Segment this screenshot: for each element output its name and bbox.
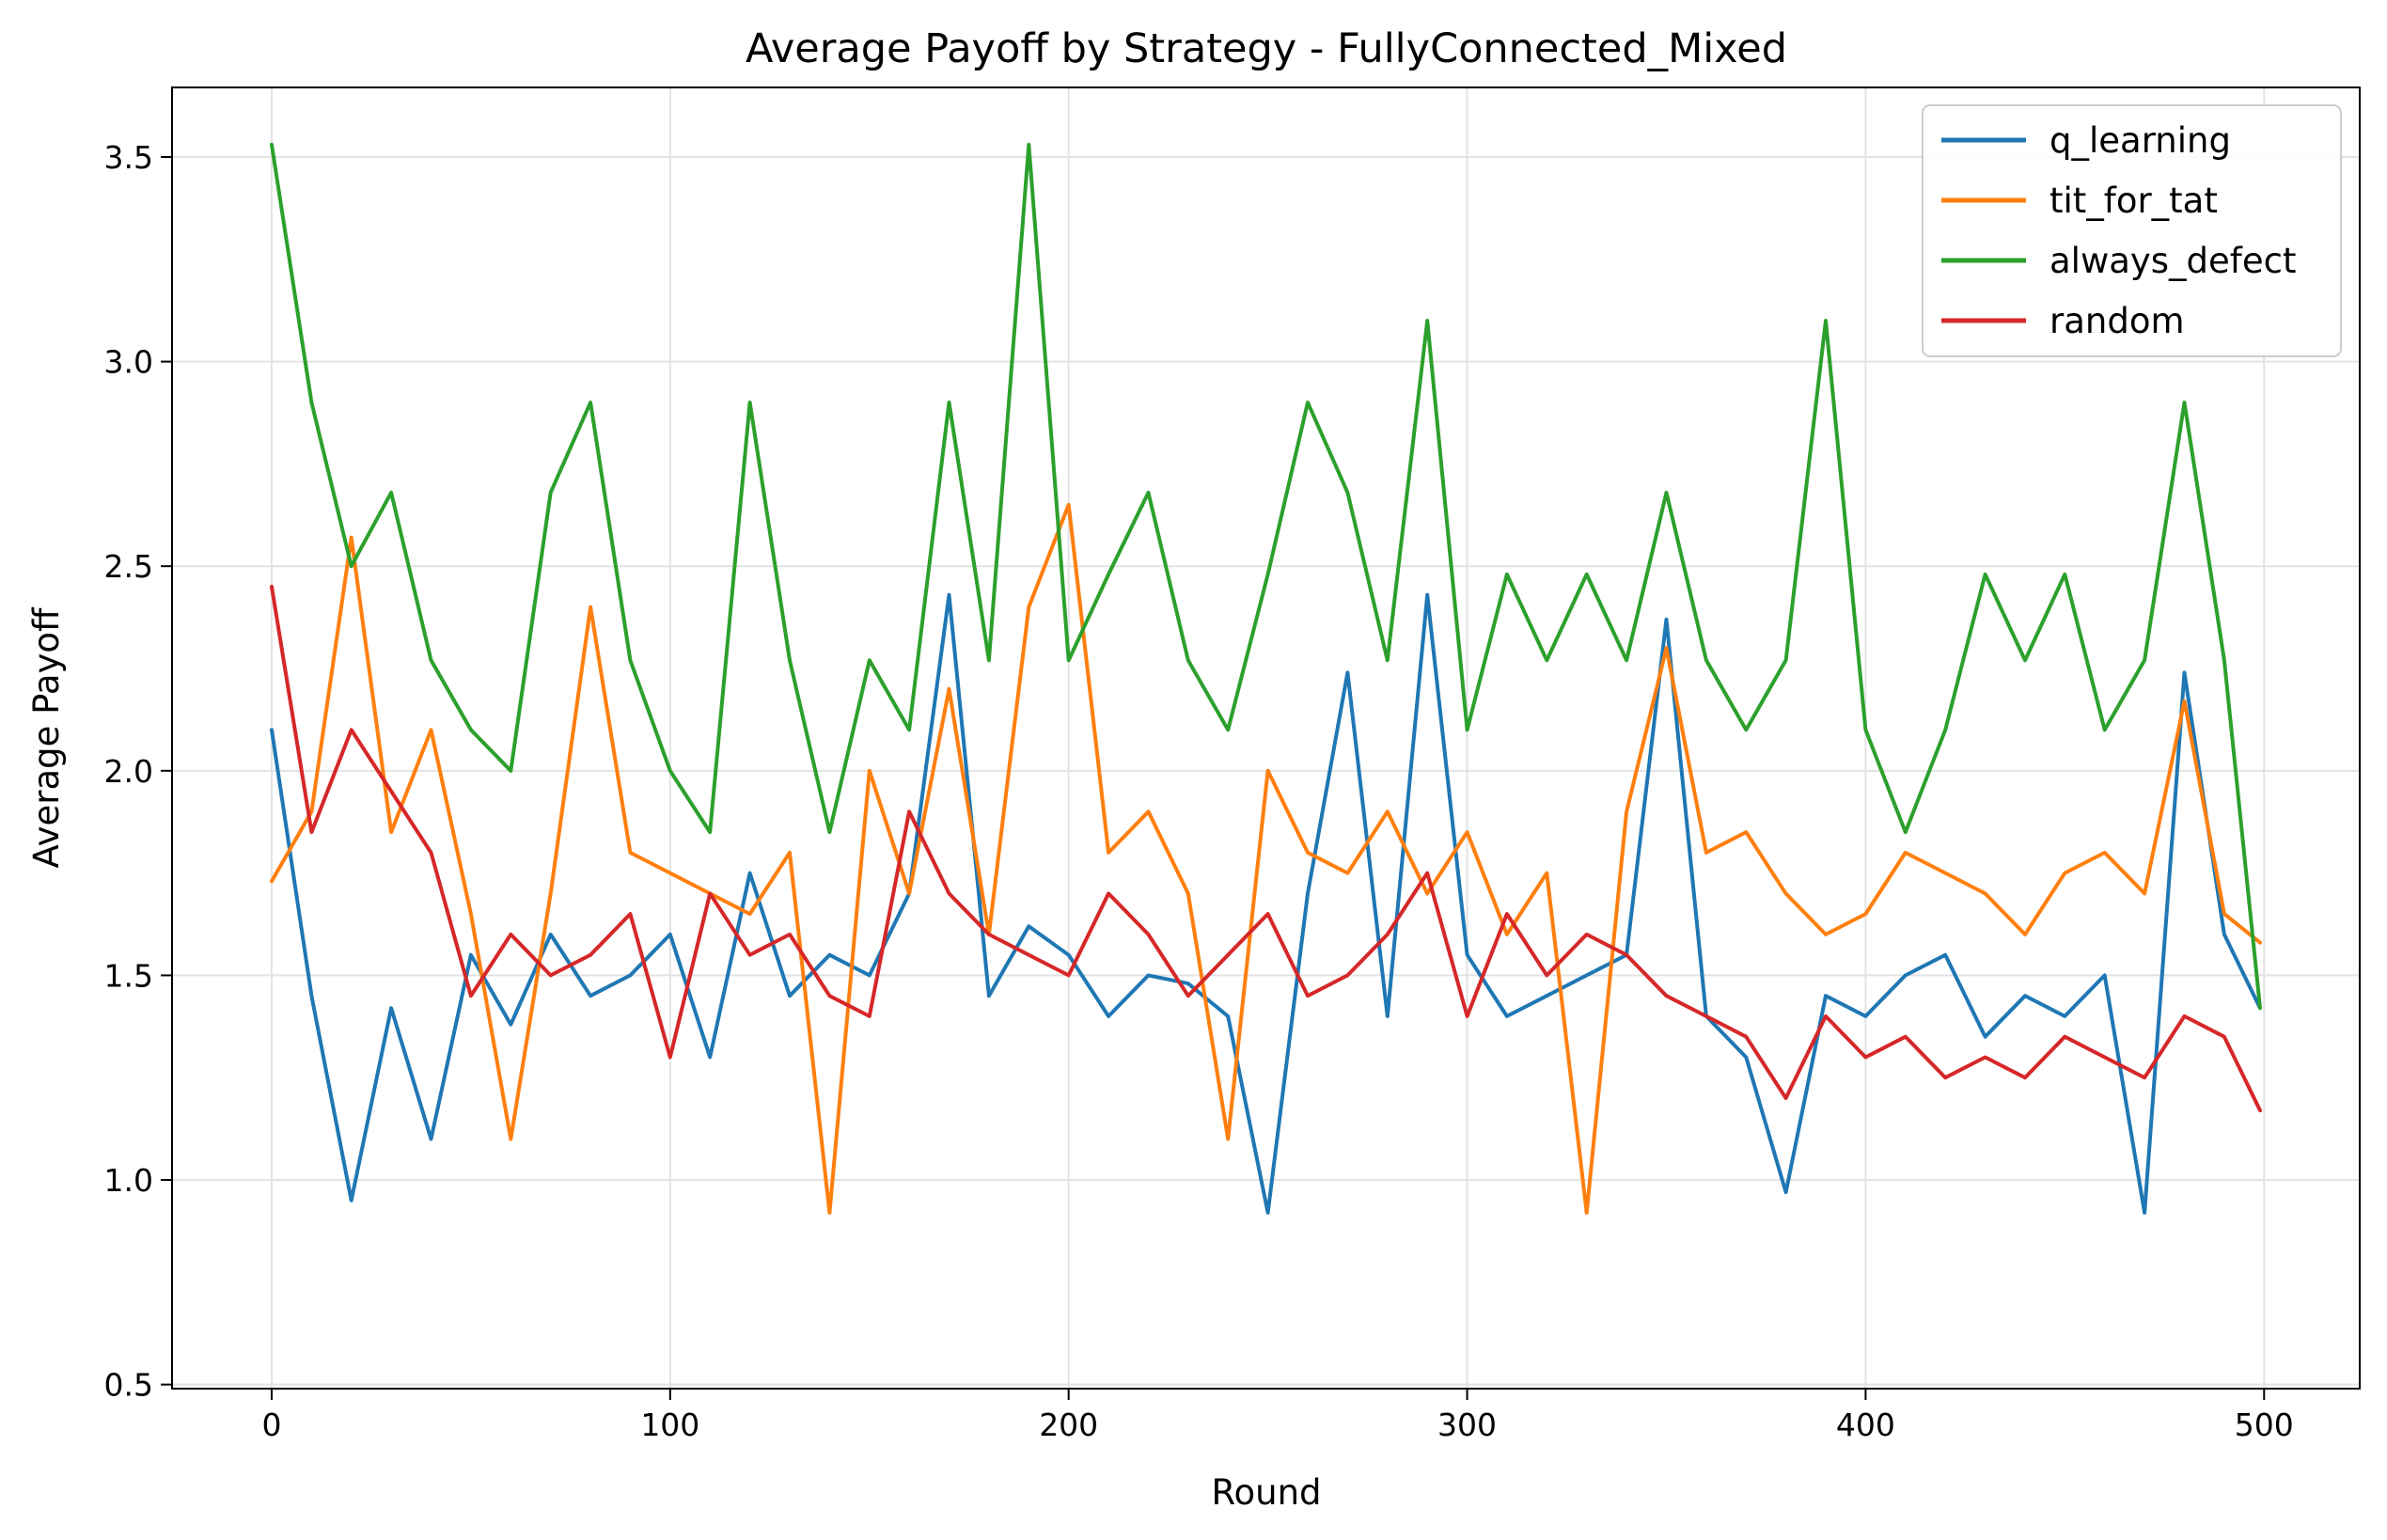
y-tick-label: 3.5 (104, 139, 153, 176)
legend-label-q-learning: q_learning (2049, 120, 2231, 161)
y-tick-label: 3.0 (104, 344, 153, 381)
y-tick-label: 2.0 (104, 753, 153, 790)
plot-frame (171, 86, 2361, 1390)
series-lines (270, 142, 2262, 1215)
y-tick-label: 1.5 (104, 957, 153, 994)
y-tick-label: 0.5 (104, 1367, 153, 1404)
series-line-q-learning (270, 592, 2262, 1215)
y-tick-label: 2.5 (104, 548, 153, 585)
x-tick-label: 300 (1437, 1406, 1497, 1443)
series-line-tit-for-tat (270, 502, 2262, 1215)
x-tick-label: 400 (1836, 1406, 1895, 1443)
y-axis-title: Average Payoff (26, 606, 67, 869)
x-tick-label: 0 (261, 1406, 281, 1443)
series-line-random (270, 585, 2262, 1113)
series-line-always-defect (270, 142, 2262, 1011)
legend-label-always-defect: always_defect (2049, 241, 2296, 281)
chart-title: Average Payoff by Strategy - FullyConnec… (746, 25, 1787, 72)
x-axis: 0 100 200 300 400 500 (261, 1389, 2294, 1443)
legend-label-tit-for-tat: tit_for_tat (2049, 181, 2218, 221)
legend-box (1922, 104, 2342, 357)
x-tick-label: 500 (2235, 1406, 2294, 1443)
y-axis: 0.5 1.0 1.5 2.0 2.5 3.0 3.5 (104, 139, 172, 1404)
x-tick-label: 200 (1039, 1406, 1098, 1443)
x-tick-label: 100 (640, 1406, 699, 1443)
legend-label-random: random (2049, 301, 2185, 341)
y-tick-label: 1.0 (104, 1162, 153, 1199)
x-axis-title: Round (1211, 1472, 1321, 1513)
